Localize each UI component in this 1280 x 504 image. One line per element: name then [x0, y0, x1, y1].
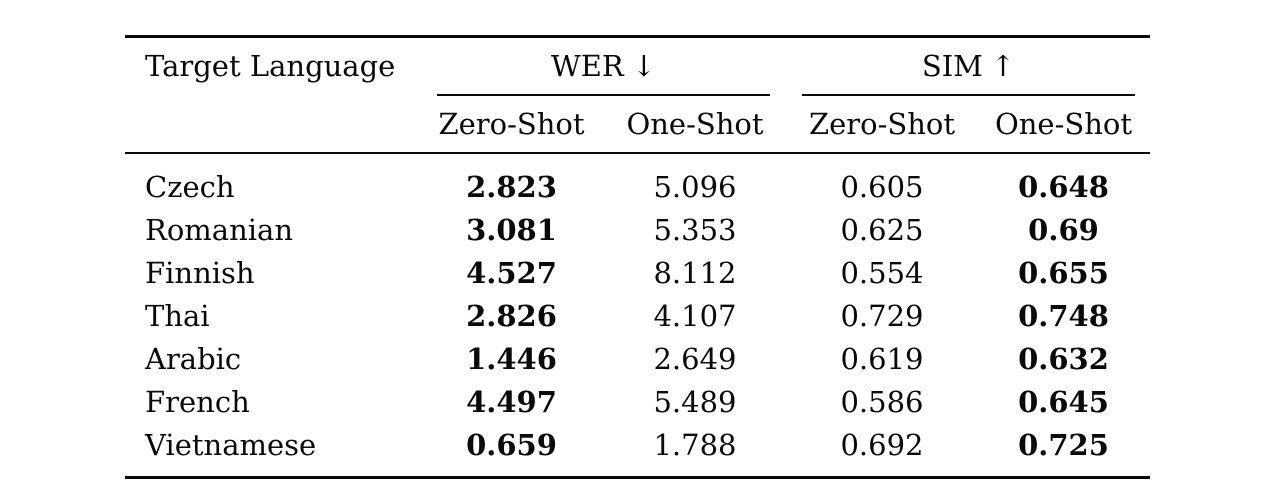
table-row-czech: Czech 2.823 5.096 0.605 0.648: [125, 166, 1150, 209]
subheader-sim-zero-shot: Zero-Shot: [808, 106, 956, 141]
wer-zero-shot-cell: 4.527: [466, 256, 557, 290]
wer-zero-shot-cell: 2.826: [466, 299, 557, 333]
group-header-sim: SIM ↑: [787, 49, 1150, 83]
wer-zero-shot-cell: 1.446: [466, 342, 557, 376]
language-cell: Romanian: [145, 213, 294, 247]
wer-one-shot-cell: 5.096: [653, 170, 737, 204]
language-cell: Arabic: [145, 342, 242, 376]
wer-one-shot-cell: 8.112: [653, 256, 737, 290]
sim-one-shot-cell: 0.725: [1018, 428, 1109, 462]
subheader-wer-one-shot: One-Shot: [626, 106, 764, 141]
sim-zero-shot-cell: 0.554: [840, 256, 924, 290]
subheader-wer-zero-shot: Zero-Shot: [438, 106, 585, 141]
table-top-rule: [125, 35, 1150, 38]
sim-group-underline: [802, 94, 1135, 96]
sim-zero-shot-cell: 0.605: [840, 170, 924, 204]
wer-group-underline: [437, 94, 770, 96]
sim-one-shot-cell: 0.632: [1018, 342, 1109, 376]
language-cell: French: [145, 385, 250, 419]
table-bottom-rule: [125, 476, 1150, 479]
col-header-target-language: Target Language: [145, 48, 396, 83]
subheader-sim-one-shot: One-Shot: [994, 106, 1133, 141]
table-row-arabic: Arabic 1.446 2.649 0.619 0.632: [125, 338, 1150, 381]
sim-one-shot-cell: 0.69: [1028, 213, 1099, 247]
table-body: Czech 2.823 5.096 0.605 0.648 Romanian 3…: [125, 154, 1150, 476]
sim-one-shot-cell: 0.655: [1018, 256, 1109, 290]
sim-zero-shot-cell: 0.625: [840, 213, 924, 247]
language-cell: Finnish: [145, 256, 255, 290]
language-cell: Thai: [145, 299, 210, 333]
language-cell: Vietnamese: [145, 428, 317, 462]
sim-zero-shot-cell: 0.586: [840, 385, 924, 419]
sim-zero-shot-cell: 0.619: [840, 342, 924, 376]
group-header-wer-label: WER: [550, 49, 624, 83]
table-row-romanian: Romanian 3.081 5.353 0.625 0.69: [125, 209, 1150, 252]
table-row-french: French 4.497 5.489 0.586 0.645: [125, 381, 1150, 424]
wer-one-shot-cell: 4.107: [653, 299, 737, 333]
table-row-thai: Thai 2.826 4.107 0.729 0.748: [125, 295, 1150, 338]
table-subheader-row: Zero-Shot One-Shot Zero-Shot One-Shot: [125, 96, 1150, 152]
sim-one-shot-cell: 0.748: [1018, 299, 1109, 333]
language-cell: Czech: [145, 170, 235, 204]
results-table: Target Language WER ↓ SIM ↑ Zero-Shot One-…: [125, 35, 1150, 479]
table-header-group-row: Target Language WER ↓ SIM ↑: [125, 38, 1150, 94]
wer-zero-shot-cell: 2.823: [466, 170, 557, 204]
wer-one-shot-cell: 1.788: [653, 428, 737, 462]
sim-zero-shot-cell: 0.692: [840, 428, 924, 462]
sim-one-shot-cell: 0.645: [1018, 385, 1109, 419]
group-underlines: [125, 94, 1150, 96]
wer-one-shot-cell: 5.489: [653, 385, 737, 419]
wer-one-shot-cell: 2.649: [653, 342, 737, 376]
group-header-wer: WER ↓: [420, 49, 787, 83]
wer-one-shot-cell: 5.353: [653, 213, 737, 247]
table-row-vietnamese: Vietnamese 0.659 1.788 0.692 0.725: [125, 424, 1150, 467]
down-arrow-icon: ↓: [631, 49, 657, 83]
table-mid-rule: [125, 152, 1150, 154]
sim-one-shot-cell: 0.648: [1018, 170, 1109, 204]
up-arrow-icon: ↑: [990, 49, 1016, 83]
wer-zero-shot-cell: 0.659: [466, 428, 557, 462]
sim-zero-shot-cell: 0.729: [840, 299, 924, 333]
wer-zero-shot-cell: 4.497: [466, 385, 557, 419]
wer-zero-shot-cell: 3.081: [466, 213, 557, 247]
table-row-finnish: Finnish 4.527 8.112 0.554 0.655: [125, 252, 1150, 295]
group-header-sim-label: SIM: [921, 49, 983, 83]
